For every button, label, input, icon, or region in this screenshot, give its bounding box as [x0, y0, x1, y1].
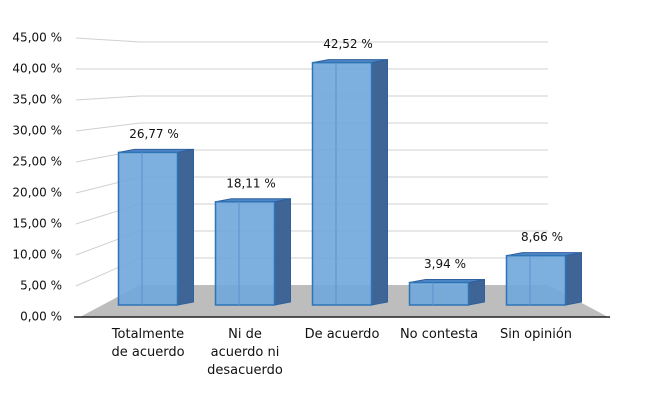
y-tick-label: 35,00 % [12, 93, 62, 107]
x-tick-label: No contesta [399, 327, 479, 342]
bar-side [177, 148, 194, 306]
x-tick-label: Ni de acuerdo ni desacuerdo [207, 327, 283, 378]
bar-side [371, 59, 388, 306]
x-tick-label: Sin opinión [499, 327, 573, 342]
grid-line [75, 37, 141, 43]
value-label: 8,66 % [521, 230, 563, 244]
y-tick-label: 40,00 % [12, 62, 62, 76]
y-tick-label: 25,00 % [12, 155, 62, 169]
x-tick-label: De acuerdo [304, 327, 380, 342]
bar [214, 201, 276, 306]
x-tick-label: Totalmente de acuerdo [111, 327, 185, 360]
y-tick-label: 10,00 % [12, 248, 62, 262]
y-tick-label: 5,00 % [20, 279, 62, 293]
value-label: 26,77 % [129, 127, 179, 141]
bar [117, 151, 179, 306]
bar [311, 61, 373, 306]
y-tick-label: 20,00 % [12, 186, 62, 200]
bar [505, 254, 567, 306]
bar-side [565, 252, 582, 306]
y-tick-label: 45,00 % [12, 31, 62, 45]
value-label: 42,52 % [323, 37, 373, 51]
value-label: 3,94 % [424, 257, 466, 271]
grid-line [75, 122, 141, 132]
y-tick-label: 15,00 % [12, 217, 62, 231]
bar-side [274, 198, 291, 306]
bar-side [468, 278, 485, 306]
bar [408, 281, 470, 306]
value-label: 18,11 % [226, 176, 276, 190]
grid-line [75, 95, 141, 101]
y-tick-label: 0,00 % [20, 310, 62, 324]
y-tick-label: 30,00 % [12, 124, 62, 138]
